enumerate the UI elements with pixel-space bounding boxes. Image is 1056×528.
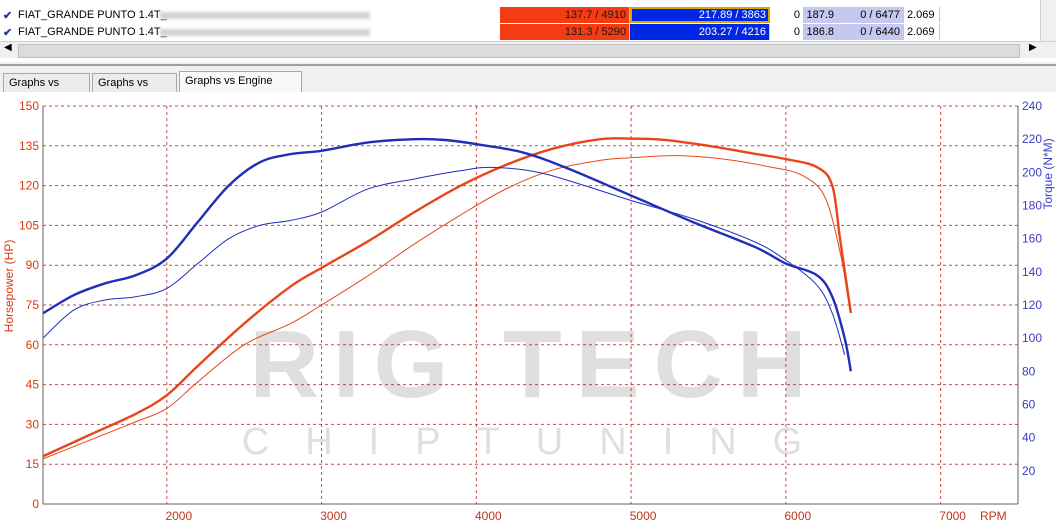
torque-series-line — [42, 137, 853, 372]
y-tick-label: 75 — [26, 298, 40, 312]
checkmark-icon[interactable]: ✔ — [3, 10, 13, 22]
value-cell: 2.069 — [904, 24, 940, 40]
y2-tick-label: 20 — [1022, 464, 1036, 478]
y2-tick-label: 240 — [1022, 99, 1042, 113]
y2-tick-label: 40 — [1022, 431, 1036, 445]
scroll-left-icon[interactable]: ◀ — [4, 42, 12, 53]
value-cell: 2.069 — [904, 7, 940, 23]
y-tick-label: 60 — [26, 338, 40, 352]
y2-tick-label: 60 — [1022, 398, 1036, 412]
horizontal-scrollbar[interactable]: ◀ ▶ — [0, 41, 1056, 58]
scroll-right-icon[interactable]: ▶ — [1029, 42, 1037, 53]
zero-cell: 0 — [770, 7, 804, 23]
table-row[interactable]: ✔ FIAT_GRANDE PUNTO 1.4T_ 137.7 / 4910 2… — [0, 7, 1056, 24]
x-tick-label: 6000 — [785, 509, 812, 523]
vehicle-name: FIAT_GRANDE PUNTO 1.4T_ — [18, 26, 167, 38]
y-tick-label: 120 — [19, 179, 39, 193]
zero-cell: 0 — [770, 24, 804, 40]
x-tick-label: 2000 — [165, 509, 192, 523]
x-axis-label: RPM — [980, 509, 1007, 523]
redacted-filename — [160, 12, 370, 19]
table-row[interactable]: ✔ FIAT_GRANDE PUNTO 1.4T_ 131.3 / 5290 2… — [0, 24, 1056, 41]
value-cell: 0 / 6477 — [838, 7, 904, 23]
watermark-sub-text: CHIPTUNING — [242, 421, 838, 463]
y2-tick-label: 140 — [1022, 265, 1042, 279]
y-tick-label: 45 — [26, 378, 40, 392]
y-tick-label: 0 — [32, 497, 39, 511]
y-tick-label: 150 — [19, 99, 39, 113]
x-tick-label: 7000 — [939, 509, 966, 523]
x-tick-label: 3000 — [320, 509, 347, 523]
y2-axis-label: Torque (N*M) — [1041, 138, 1055, 209]
x-tick-label: 5000 — [630, 509, 657, 523]
y2-tick-label: 100 — [1022, 331, 1042, 345]
max-torque-cell: 203.27 / 4216 — [630, 24, 770, 40]
value-cell: 0 / 6440 — [838, 24, 904, 40]
y-tick-label: 30 — [26, 417, 40, 431]
tab-graphs-vs-time[interactable]: Graphs vs Time — [3, 73, 90, 108]
vehicle-name: FIAT_GRANDE PUNTO 1.4T_ — [18, 9, 167, 21]
power-series-line — [42, 137, 853, 458]
x-tick-label: 4000 — [475, 509, 502, 523]
tab-graphs-vs-kmh[interactable]: Graphs vs KMH — [92, 73, 177, 108]
redacted-filename — [160, 29, 370, 36]
y2-tick-label: 80 — [1022, 364, 1036, 378]
tab-graphs-vs-engine-rpm[interactable]: Graphs vs Engine RPM — [179, 71, 302, 106]
results-table: ✔ FIAT_GRANDE PUNTO 1.4T_ 137.7 / 4910 2… — [0, 0, 1056, 62]
tab-bar: Graphs vs Time Graphs vs KMH Graphs vs E… — [0, 64, 1056, 108]
power-series-line — [42, 155, 849, 460]
vertical-scrollbar[interactable] — [1040, 0, 1056, 41]
torque-series-line — [42, 166, 846, 355]
value-cell: 186.8 — [804, 24, 838, 40]
y2-tick-label: 120 — [1022, 298, 1042, 312]
max-torque-cell: 217.89 / 3863 — [630, 7, 770, 23]
y2-tick-label: 160 — [1022, 232, 1042, 246]
dyno-chart: RIG TECH CHIPTUNING 0 15 30 45 60 75 90 105 120 1… — [0, 92, 1056, 528]
value-cell: 187.9 — [804, 7, 838, 23]
y2-tick-label: 220 — [1022, 132, 1042, 146]
y-tick-label: 135 — [19, 139, 39, 153]
checkmark-icon[interactable]: ✔ — [3, 27, 13, 39]
max-power-cell: 131.3 / 5290 — [500, 24, 630, 40]
y2-tick-label: 200 — [1022, 165, 1042, 179]
scroll-thumb[interactable] — [18, 44, 1020, 58]
y2-tick-label: 180 — [1022, 199, 1042, 213]
y-axis-label: Horsepower (HP) — [2, 240, 16, 333]
y-tick-label: 15 — [26, 457, 40, 471]
watermark: RIG TECH CHIPTUNING — [242, 311, 838, 463]
y-tick-label: 105 — [19, 218, 39, 232]
y-tick-label: 90 — [26, 258, 40, 272]
watermark-logo-text: RIG TECH — [250, 311, 821, 418]
max-power-cell: 137.7 / 4910 — [500, 7, 630, 23]
